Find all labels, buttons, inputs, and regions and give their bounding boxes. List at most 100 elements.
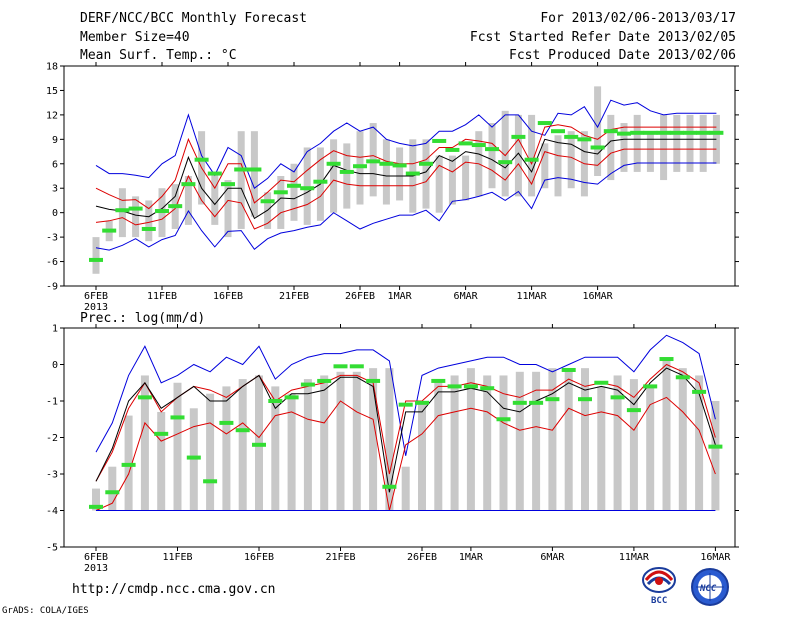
ensemble-box xyxy=(222,386,231,511)
ensemble-box xyxy=(385,368,394,511)
median-mark xyxy=(447,384,462,389)
x-tick-label: 11FEB xyxy=(162,552,192,563)
median-mark xyxy=(170,415,185,420)
median-mark xyxy=(590,145,605,150)
y-tick-label: -5 xyxy=(46,543,58,554)
ensemble-box xyxy=(290,163,298,221)
median-mark xyxy=(496,417,511,422)
median-mark xyxy=(512,400,527,405)
ensemble-box xyxy=(211,171,219,225)
y-tick-label: 9 xyxy=(52,135,58,146)
median-mark xyxy=(102,228,117,233)
median-mark xyxy=(626,408,641,413)
ensemble-box xyxy=(528,114,536,197)
ensemble-box xyxy=(581,368,589,511)
ensemble-box xyxy=(435,155,443,213)
median-mark xyxy=(480,386,495,391)
median-mark xyxy=(155,209,169,214)
median-mark xyxy=(643,384,658,389)
ensemble-box xyxy=(532,371,541,511)
median-mark xyxy=(463,384,478,389)
median-mark xyxy=(692,389,707,394)
median-mark xyxy=(300,186,315,191)
ensemble-box xyxy=(607,114,615,181)
y-tick-label: -3 xyxy=(46,233,58,244)
ensemble-box xyxy=(448,155,456,205)
y-tick-label: -4 xyxy=(46,506,58,517)
x-tick-label: 6MAR xyxy=(540,552,565,563)
median-mark xyxy=(121,462,136,467)
x-tick-label: 1MAR xyxy=(459,552,484,563)
series-line-ens_mean xyxy=(95,367,716,493)
ensemble-box xyxy=(515,371,524,511)
median-mark xyxy=(300,382,315,387)
median-mark xyxy=(235,428,250,433)
ensemble-box xyxy=(173,382,182,511)
x-tick-label: 16FEB xyxy=(213,291,243,302)
ensemble-box xyxy=(711,401,720,511)
ensemble-box xyxy=(92,237,100,274)
forecast-period: For 2013/02/06-2013/03/17 xyxy=(540,11,736,26)
median-mark xyxy=(610,395,625,400)
ensemble-box xyxy=(118,188,126,238)
y-tick-label: -9 xyxy=(46,282,58,293)
ensemble-box xyxy=(450,375,459,511)
median-mark xyxy=(398,402,413,407)
median-mark xyxy=(186,455,201,460)
ensemble-box xyxy=(564,371,573,511)
ensemble-box xyxy=(157,411,166,511)
member-size: Member Size=40 xyxy=(80,30,190,45)
ncc-logo-text: NCC xyxy=(699,584,717,594)
y-tick-label: 15 xyxy=(46,86,58,97)
median-mark xyxy=(578,397,592,402)
median-mark xyxy=(545,397,560,402)
median-mark xyxy=(564,134,579,139)
x-year-label: 2013 xyxy=(84,302,108,313)
ensemble-box xyxy=(678,368,687,511)
median-mark xyxy=(524,157,539,162)
y-tick-label: 3 xyxy=(52,184,58,195)
source-url[interactable]: http://cmdp.ncc.cma.gov.cn xyxy=(72,582,276,597)
ensemble-box xyxy=(660,114,668,181)
ensemble-box xyxy=(184,176,192,225)
ensemble-box xyxy=(145,200,153,242)
median-mark xyxy=(128,206,143,211)
ensemble-box xyxy=(330,139,338,213)
median-mark xyxy=(675,375,690,380)
median-mark xyxy=(709,130,724,135)
ensemble-box xyxy=(594,86,602,176)
median-mark xyxy=(234,167,249,172)
median-mark xyxy=(268,399,283,403)
series-line-ens_p25 xyxy=(95,148,717,230)
median-mark xyxy=(458,141,473,146)
median-mark xyxy=(273,190,288,195)
median-mark xyxy=(353,164,367,169)
median-mark xyxy=(630,130,645,135)
median-mark xyxy=(379,161,394,166)
median-mark xyxy=(339,169,354,174)
x-tick-label: 21FEB xyxy=(279,291,309,302)
x-tick-label: 26FEB xyxy=(407,552,437,563)
ensemble-box xyxy=(686,114,694,172)
ensemble-box xyxy=(237,131,245,229)
y-tick-label: 0 xyxy=(52,360,58,371)
ensemble-box xyxy=(92,488,100,511)
ncc-logo: NCC xyxy=(691,568,729,606)
median-mark xyxy=(643,130,658,135)
y-tick-label: -3 xyxy=(46,470,58,481)
median-mark xyxy=(326,161,341,166)
ensemble-box xyxy=(567,131,575,189)
median-mark xyxy=(551,129,565,134)
median-mark xyxy=(405,171,420,176)
precip-label: Prec.: log(mm/d) xyxy=(80,311,206,326)
x-tick-label: 21FEB xyxy=(325,552,355,563)
median-mark xyxy=(313,179,328,184)
x-tick-label: 6FEB xyxy=(84,291,108,302)
median-mark xyxy=(366,159,381,164)
x-tick-label: 1MAR xyxy=(388,291,413,302)
median-mark xyxy=(287,183,301,188)
ensemble-box xyxy=(629,379,638,511)
median-mark xyxy=(696,130,711,135)
series-line-ens_mean xyxy=(95,138,717,220)
